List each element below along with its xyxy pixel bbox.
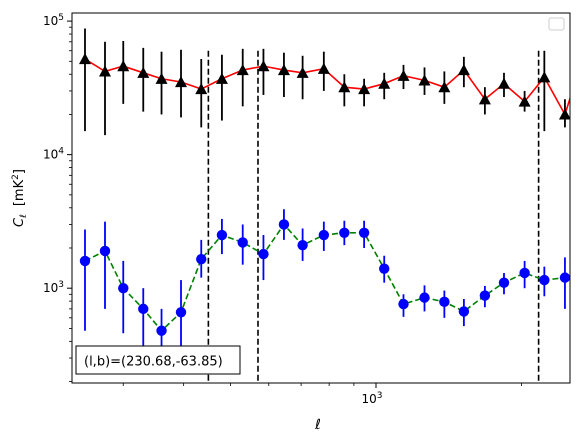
- data-point-triangle: [195, 83, 208, 95]
- y-axis-label-unit-exp: 2: [11, 174, 21, 180]
- y-axis-label-subscript: ℓ: [19, 214, 29, 219]
- data-point-triangle: [215, 72, 228, 84]
- data-point-triangle: [78, 53, 91, 65]
- data-point-circle: [237, 237, 248, 248]
- annotation-box: [75, 345, 241, 375]
- data-point-triangle: [296, 66, 309, 78]
- data-point-triangle: [518, 95, 531, 107]
- data-point-triangle: [155, 72, 168, 84]
- y-axis-label-unit-close: ]: [12, 169, 27, 174]
- data-point-triangle: [457, 64, 470, 76]
- data-point-triangle: [236, 64, 249, 76]
- data-point-triangle: [98, 65, 111, 77]
- data-point-circle: [498, 277, 510, 288]
- data-point-triangle: [277, 64, 290, 76]
- data-point-triangle: [358, 83, 371, 95]
- data-point-circle: [156, 325, 167, 336]
- data-point-circle: [118, 282, 129, 294]
- data-point-triangle: [317, 62, 330, 74]
- y-tick-label: 103: [43, 280, 64, 295]
- plot-area: [78, 28, 570, 383]
- data-point-triangle: [378, 77, 391, 89]
- data-point-triangle: [438, 81, 451, 93]
- x-tick-label: 103: [361, 391, 382, 406]
- data-point-circle: [175, 307, 187, 318]
- data-point-circle: [539, 274, 550, 286]
- data-point-circle: [258, 248, 269, 260]
- y-tick-label: 105: [43, 13, 64, 28]
- data-point-triangle: [497, 77, 510, 89]
- data-point-triangle: [538, 71, 551, 83]
- data-point-circle: [339, 227, 350, 238]
- data-point-circle: [196, 253, 207, 265]
- y-tick-label: 104: [43, 147, 64, 162]
- data-point-circle: [519, 267, 530, 279]
- y-axis-label: Cℓ [mK2]: [11, 169, 29, 227]
- coordinate-annotation: (l,b)=(230.68,-63.85): [75, 345, 241, 375]
- data-point-circle: [297, 239, 308, 251]
- data-point-circle: [358, 227, 370, 238]
- data-point-triangle: [397, 69, 410, 81]
- data-point-triangle: [257, 60, 270, 72]
- legend-box: [548, 17, 565, 31]
- data-point-triangle: [478, 93, 491, 105]
- y-axis-label-unit: [mK: [12, 179, 27, 206]
- data-point-triangle: [117, 60, 130, 72]
- data-point-circle: [79, 255, 91, 267]
- data-point-circle: [419, 292, 430, 303]
- data-point-circle: [379, 263, 390, 274]
- annotation-text: (l,b)=(230.68,-63.85): [84, 355, 223, 370]
- x-axis-label: ℓ: [314, 417, 321, 433]
- data-point-circle: [318, 229, 330, 241]
- data-point-circle: [138, 303, 149, 315]
- data-point-triangle: [175, 75, 188, 88]
- data-point-triangle: [418, 74, 431, 86]
- data-point-circle: [559, 272, 570, 283]
- data-point-triangle: [137, 66, 150, 78]
- data-point-circle: [479, 290, 491, 301]
- data-point-triangle: [558, 108, 570, 120]
- y-axis-label-symbol: C: [12, 217, 27, 227]
- axis-ticks: 103 104 105 103: [43, 13, 522, 406]
- data-point-triangle: [338, 81, 351, 93]
- data-point-circle: [216, 229, 228, 241]
- data-point-circle: [278, 219, 290, 230]
- data-point-circle: [398, 298, 409, 310]
- axes-frame: [71, 12, 571, 384]
- series-line-circle: [84, 223, 570, 332]
- data-point-circle: [458, 306, 470, 317]
- data-point-circle: [439, 296, 450, 308]
- data-point-circle: [99, 245, 111, 257]
